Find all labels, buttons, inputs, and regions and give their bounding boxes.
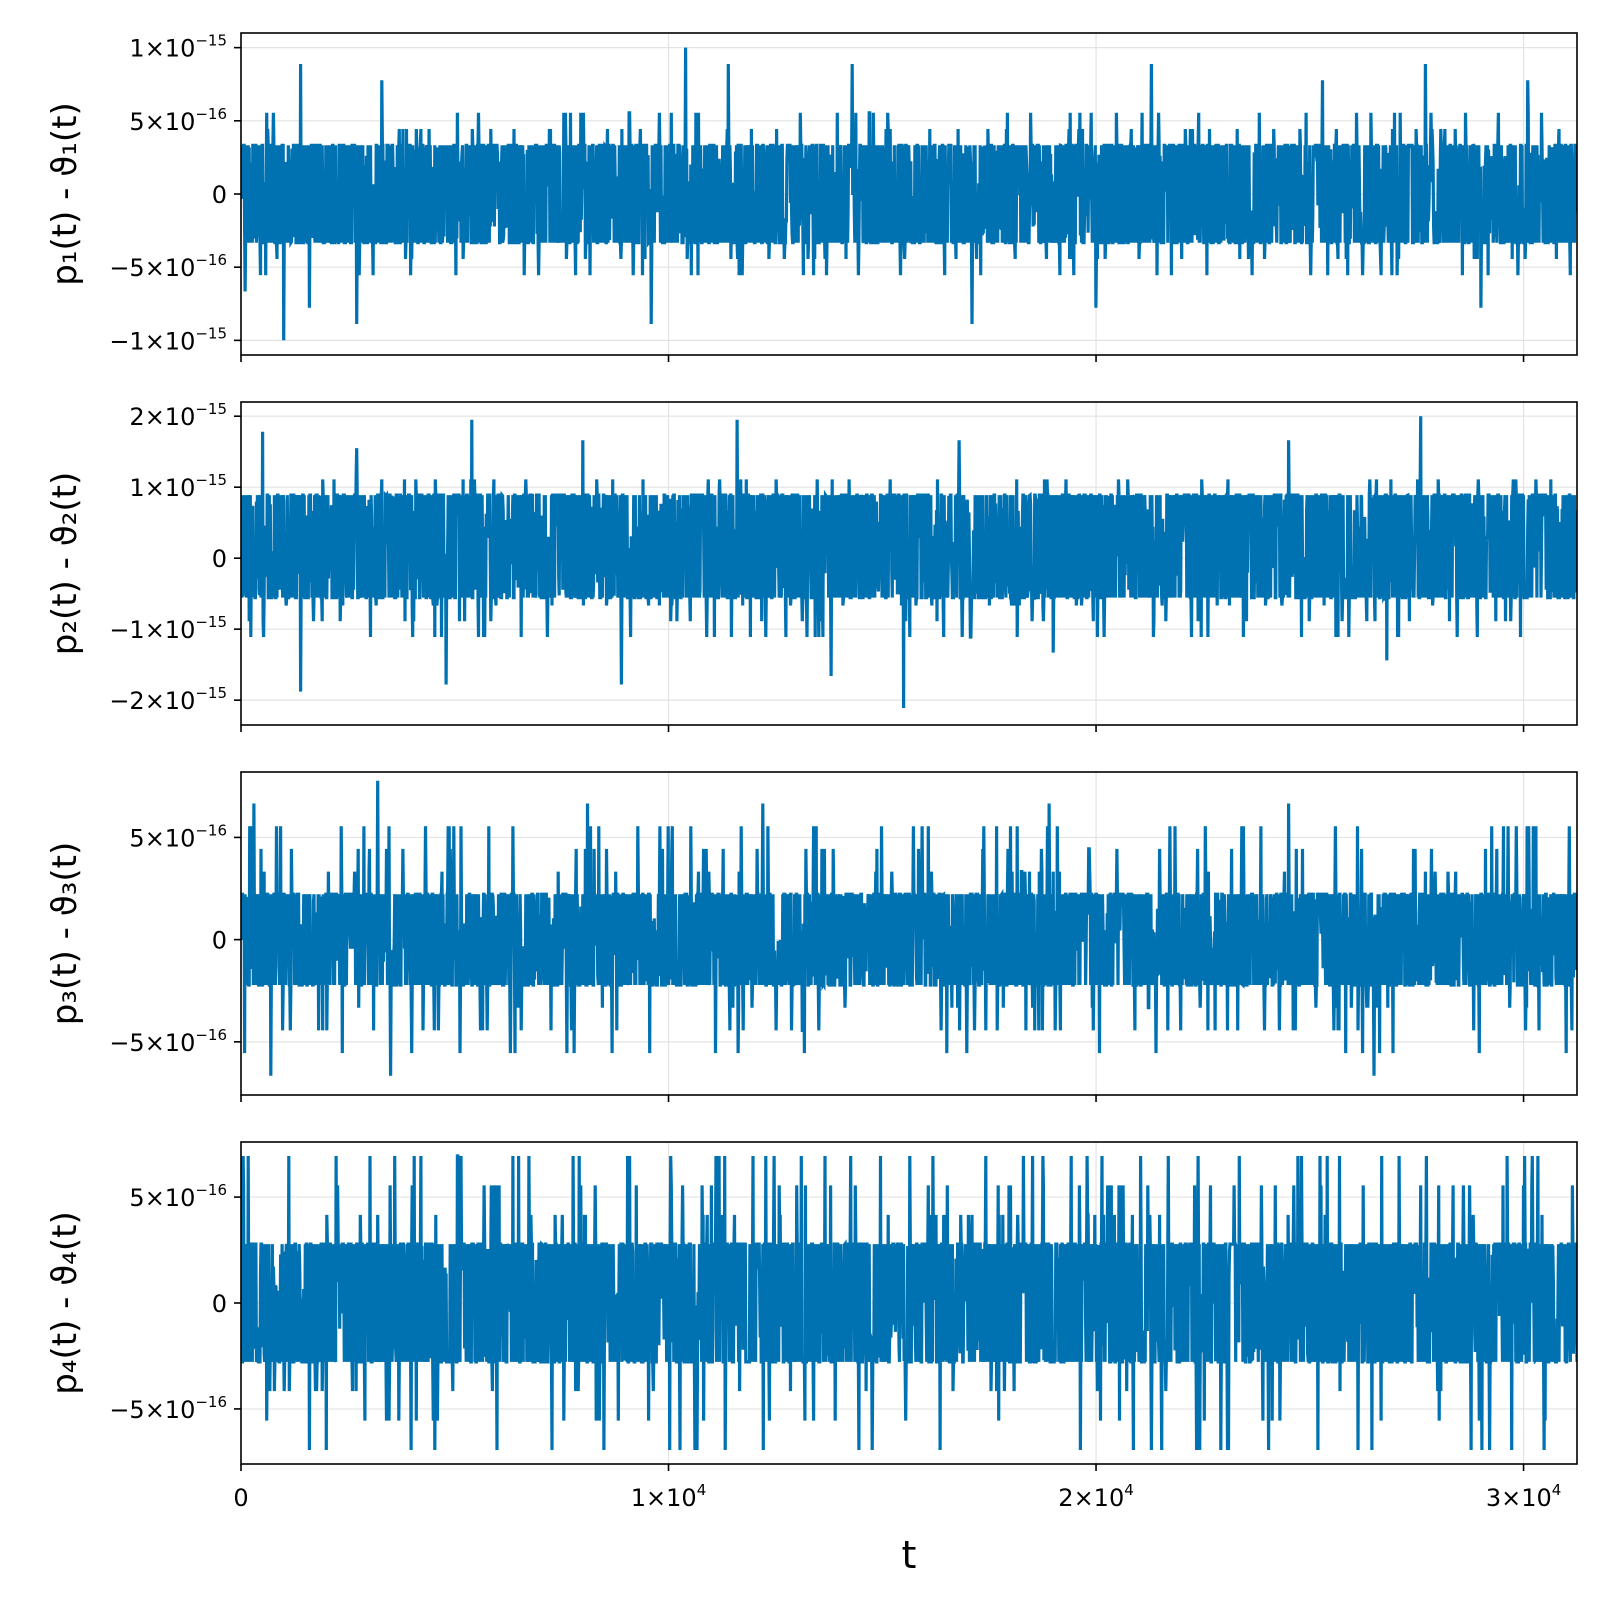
y-tick-label-exponent: −15 <box>195 684 227 702</box>
y-tick-label-exponent: −15 <box>195 471 227 489</box>
y-tick-label-base: 2×10 <box>129 403 195 431</box>
plot-frame <box>240 771 1578 1096</box>
y-tick-label: −5×10−16 <box>109 251 227 282</box>
y-tick-label-base: 1×10 <box>129 35 195 63</box>
x-tick-label-base: 3×10 <box>1486 1484 1552 1512</box>
y-tick-label-exponent: −15 <box>195 324 227 342</box>
y-tick-label-base: −5×10 <box>109 1396 195 1424</box>
y-tick-label-exponent: −15 <box>195 32 227 50</box>
y-tick-label-base: 1×10 <box>129 474 195 502</box>
x-tick-label-exponent: 4 <box>697 1481 707 1499</box>
y-tick-label: 0 <box>212 181 227 209</box>
plot-frame <box>240 401 1578 726</box>
y-tick-label-exponent: −16 <box>195 251 227 269</box>
y-tick-label-base: −1×10 <box>109 327 195 355</box>
y-tick-label: 0 <box>212 927 227 955</box>
y-tick-label-exponent: −16 <box>195 1393 227 1411</box>
y-tick-label-exponent: −16 <box>195 105 227 123</box>
series-line <box>241 416 1577 709</box>
y-tick-label-base: 5×10 <box>129 1184 195 1212</box>
x-tick-label: 0 <box>233 1484 248 1512</box>
y-tick-label: 5×10−16 <box>129 1181 227 1212</box>
x-tick-label-exponent: 4 <box>1124 1481 1134 1499</box>
x-axis-label: t <box>902 1533 917 1577</box>
y-tick-label: −1×10−15 <box>109 613 227 644</box>
y-axis-label: p₁(t) - ϑ₁(t) <box>45 102 85 286</box>
y-tick-label: −5×10−16 <box>109 1026 227 1057</box>
series-line <box>241 780 1577 1076</box>
y-tick-label-base: 5×10 <box>129 108 195 136</box>
y-axis-label: p₂(t) - ϑ₂(t) <box>45 472 85 656</box>
x-tick-label: 3×104 <box>1486 1481 1561 1512</box>
y-tick-label-exponent: −16 <box>195 821 227 839</box>
y-axis-label: p₃(t) - ϑ₃(t) <box>45 842 85 1026</box>
y-tick-label-exponent: −16 <box>195 1026 227 1044</box>
y-tick-label-exponent: −16 <box>195 1181 227 1199</box>
x-tick-label-exponent: 4 <box>1552 1481 1562 1499</box>
x-tick-label: 2×104 <box>1058 1481 1133 1512</box>
y-tick-label: 5×10−16 <box>129 821 227 852</box>
x-tick-label-base: 2×10 <box>1058 1484 1124 1512</box>
y-tick-label: 5×10−16 <box>129 105 227 136</box>
y-tick-label: 2×10−15 <box>129 400 227 431</box>
y-tick-label-exponent: −15 <box>195 400 227 418</box>
y-tick-label-base: 5×10 <box>129 824 195 852</box>
y-tick-label: −2×10−15 <box>109 684 227 715</box>
x-tick-label: 1×104 <box>631 1481 706 1512</box>
y-axis-label: p₄(t) - ϑ₄(t) <box>45 1211 85 1395</box>
series-line <box>241 47 1577 341</box>
y-tick-label: −5×10−16 <box>109 1393 227 1424</box>
y-tick-label: 0 <box>212 1290 227 1318</box>
y-tick-label-exponent: −15 <box>195 613 227 631</box>
y-tick-label-base: −1×10 <box>109 616 195 644</box>
y-tick-label-base: −2×10 <box>109 687 195 715</box>
series-line <box>241 1154 1577 1451</box>
y-tick-label-base: −5×10 <box>109 1029 195 1057</box>
y-tick-label: 1×10−15 <box>129 32 227 63</box>
x-tick-label-base: 1×10 <box>631 1484 697 1512</box>
y-tick-label: 0 <box>212 545 227 573</box>
y-tick-label-base: −5×10 <box>109 254 195 282</box>
y-tick-label: −1×10−15 <box>109 324 227 355</box>
y-tick-label: 1×10−15 <box>129 471 227 502</box>
